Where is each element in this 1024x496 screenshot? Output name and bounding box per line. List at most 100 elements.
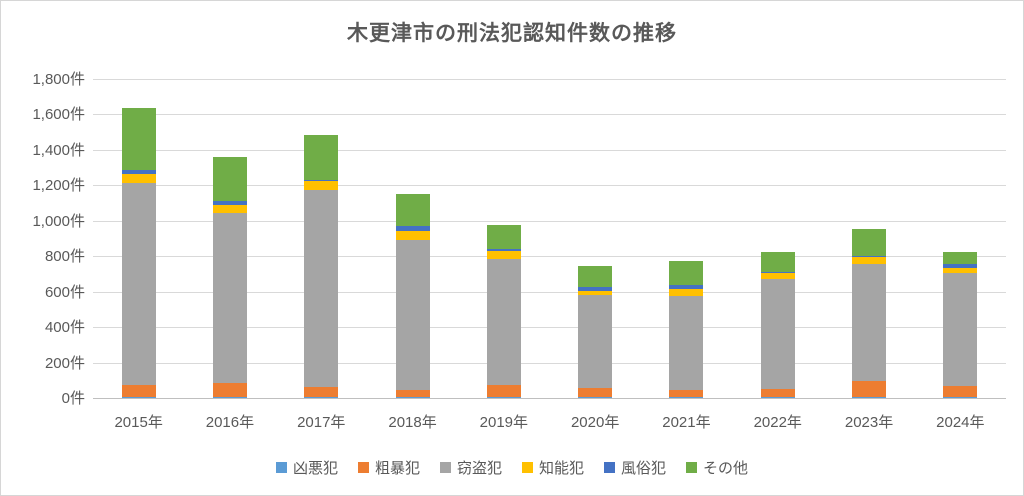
bar-segment-凶悪犯	[212, 397, 247, 398]
gridline	[93, 220, 1006, 222]
legend-swatch-icon	[604, 462, 616, 473]
x-tick-label: 2022年	[753, 414, 802, 431]
gridline	[93, 362, 1006, 364]
y-tick-label: 0件	[61, 390, 85, 407]
bar-2017年	[304, 134, 339, 398]
y-tick-label: 1,200件	[32, 177, 85, 195]
gridline	[93, 185, 1006, 187]
bar-segment-知能犯	[669, 288, 704, 296]
bar-segment-知能犯	[395, 230, 430, 240]
gridline	[93, 149, 1006, 151]
x-tick-label: 2023年	[844, 414, 894, 431]
bar-segment-凶悪犯	[852, 396, 887, 398]
x-tick-label: 2018年	[388, 414, 437, 431]
bar-segment-窃盗犯	[669, 295, 704, 390]
y-tick-label: 200件	[44, 354, 85, 372]
y-tick-label: 600件	[44, 283, 85, 301]
bar-segment-凶悪犯	[395, 397, 430, 398]
x-tick-label: 2019年	[479, 414, 529, 431]
bar-segment-その他	[760, 252, 795, 273]
bar-2016年	[212, 156, 247, 398]
bar-segment-風俗犯	[486, 249, 521, 251]
y-tick-label: 1,600件	[32, 106, 85, 124]
bar-segment-粗暴犯	[578, 388, 613, 398]
bar-segment-粗暴犯	[121, 384, 156, 397]
legend-label: 凶悪犯	[292, 460, 338, 477]
bar-2021年	[669, 260, 704, 398]
bar-segment-知能犯	[304, 181, 339, 190]
bar-segment-粗暴犯	[486, 385, 521, 398]
bar-segment-窃盗犯	[852, 264, 887, 381]
bar-segment-風俗犯	[121, 170, 156, 174]
x-tick-label: 2020年	[570, 414, 620, 431]
bar-segment-風俗犯	[212, 200, 247, 205]
bar-segment-窃盗犯	[486, 258, 521, 386]
legend-label: その他	[703, 460, 749, 477]
bar-segment-知能犯	[943, 267, 978, 273]
bar-segment-窃盗犯	[212, 213, 247, 383]
bar-segment-凶悪犯	[760, 397, 795, 398]
legend-label: 風俗犯	[621, 460, 667, 477]
y-tick-label: 800件	[44, 248, 85, 266]
legend-item-粗暴犯: 粗暴犯	[357, 457, 420, 478]
legend-label: 粗暴犯	[374, 460, 420, 477]
gridline	[93, 79, 1006, 80]
bar-segment-風俗犯	[578, 286, 613, 291]
y-tick-label: 1,800件	[32, 71, 85, 88]
legend-swatch-icon	[686, 462, 698, 473]
bar-segment-風俗犯	[760, 272, 795, 274]
x-tick-label: 2015年	[114, 414, 163, 431]
legend-label: 窃盗犯	[456, 460, 502, 477]
bar-segment-その他	[212, 156, 247, 201]
bar-segment-粗暴犯	[852, 380, 887, 397]
bar-segment-凶悪犯	[669, 397, 704, 398]
bar-segment-凶悪犯	[121, 396, 156, 398]
bar-segment-風俗犯	[943, 263, 978, 268]
bar-segment-その他	[486, 224, 521, 250]
gridline	[93, 327, 1006, 329]
bar-2020年	[578, 265, 613, 398]
bar-segment-その他	[669, 260, 704, 285]
bar-2019年	[486, 224, 521, 398]
bar-segment-風俗犯	[395, 225, 430, 231]
legend-label: 知能犯	[539, 460, 585, 477]
bar-segment-窃盗犯	[121, 182, 156, 385]
bar-segment-その他	[943, 251, 978, 264]
bar-segment-知能犯	[121, 174, 156, 183]
legend-swatch-icon	[275, 462, 287, 473]
chart-title: 木更津市の刑法犯認知件数の推移	[347, 22, 677, 45]
legend: 凶悪犯 粗暴犯 窃盗犯 知能犯 風俗犯 その他	[1, 457, 1023, 478]
gridline	[93, 114, 1006, 116]
x-tick-label: 2024年	[936, 414, 985, 431]
y-tick-label: 400件	[44, 319, 85, 337]
bar-segment-粗暴犯	[304, 386, 339, 397]
legend-swatch-icon	[357, 462, 369, 473]
bar-segment-風俗犯	[304, 179, 339, 182]
x-tick-label: 2021年	[662, 414, 711, 431]
x-axis-line	[93, 398, 1006, 399]
bar-segment-知能犯	[212, 204, 247, 214]
legend-item-風俗犯: 風俗犯	[604, 457, 666, 478]
bar-segment-風俗犯	[852, 256, 887, 257]
bar-segment-知能犯	[578, 290, 613, 295]
bar-segment-窃盗犯	[943, 272, 978, 387]
bar-segment-凶悪犯	[486, 397, 521, 398]
bar-2022年	[760, 252, 795, 398]
bar-segment-粗暴犯	[212, 382, 247, 398]
bar-segment-風俗犯	[669, 284, 704, 289]
bar-segment-粗暴犯	[943, 386, 978, 398]
x-tick-label: 2017年	[297, 414, 346, 431]
bar-2015年	[121, 108, 156, 398]
bar-segment-窃盗犯	[304, 189, 339, 387]
bar-segment-窃盗犯	[760, 279, 795, 389]
gridline	[93, 291, 1006, 293]
legend-item-凶悪犯: 凶悪犯	[275, 457, 338, 478]
bar-segment-粗暴犯	[669, 389, 704, 398]
bar-2023年	[852, 229, 887, 398]
bar-segment-凶悪犯	[304, 396, 339, 398]
bar-segment-その他	[578, 265, 613, 287]
bar-segment-窃盗犯	[395, 239, 430, 390]
legend-swatch-icon	[522, 462, 533, 473]
bar-segment-その他	[852, 229, 887, 257]
